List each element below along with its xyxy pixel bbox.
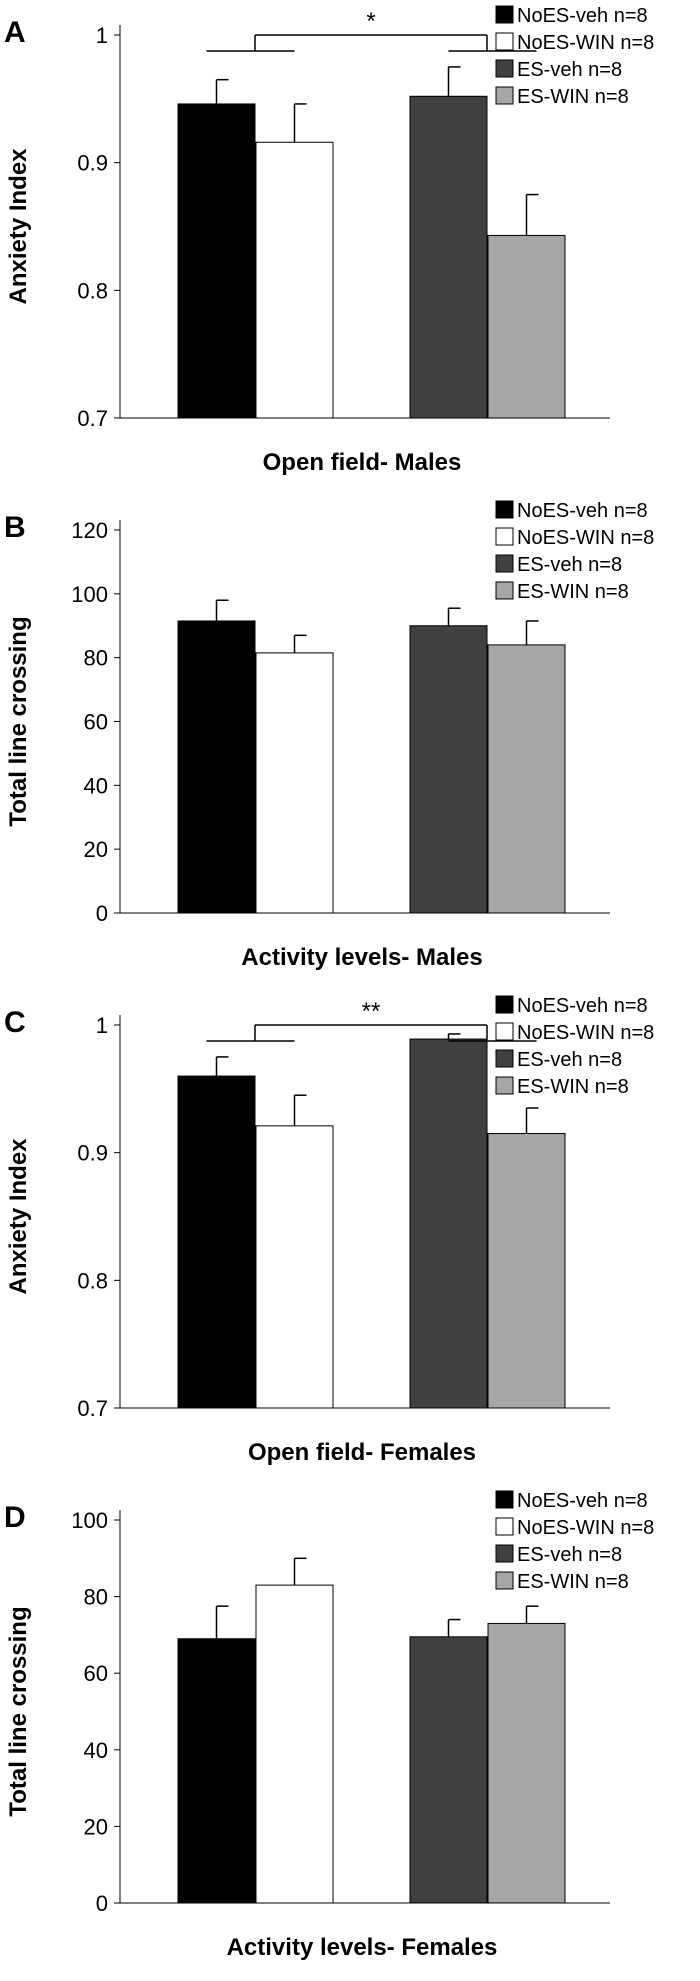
chart-a-y-tick-label: 0.9 (77, 151, 108, 176)
chart-d-legend-swatch-3 (495, 1544, 514, 1563)
chart-b-y-axis-title: Total line crossing (5, 616, 32, 826)
chart-a-bar-4 (487, 234, 566, 419)
chart-c-y-tick-label: 0.8 (77, 1268, 108, 1293)
chart-d-y-tick-label: 60 (84, 1661, 108, 1686)
chart-panel-b: B 0 20 40 60 80 100 120 Total line crossing Activ… (0, 495, 700, 985)
chart-a-y-tick-label: 0.8 (77, 278, 108, 303)
chart-d-bar-2 (255, 1584, 334, 1904)
chart-b-y-tick-label: 60 (84, 710, 108, 735)
chart-b-y-tick-label: 100 (71, 582, 108, 607)
chart-b-y-tick-label: 40 (84, 773, 108, 798)
chart-c-panel-letter: C (4, 1006, 26, 1039)
chart-c-bar-3 (409, 1038, 488, 1409)
chart-d-y-tick-label: 20 (84, 1814, 108, 1839)
chart-b-legend-swatch-2 (495, 527, 514, 546)
chart-a-legend-label-1: NoES-veh n=8 (517, 5, 648, 27)
chart-d-legend-label-3: ES-veh n=8 (517, 1544, 622, 1566)
chart-a-legend-swatch-1 (495, 5, 514, 24)
chart-c-legend-label-3: ES-veh n=8 (517, 1049, 622, 1071)
chart-panel-d: D 0 20 40 60 80 100 Total line crossing Activity… (0, 1485, 700, 1981)
chart-a-significance-label: * (366, 8, 375, 35)
chart-a-bar-1 (177, 103, 256, 419)
chart-c-svg: C 0.7 0.8 0.9 1 Anxiety Index Open field- Fema… (4, 995, 654, 1466)
chart-a-legend-label-4: ES-WIN n=8 (517, 86, 629, 108)
chart-a-x-axis-title: Open field- Males (263, 449, 462, 476)
chart-c-y-tick-label: 1 (96, 1013, 108, 1038)
chart-d-legend-swatch-2 (495, 1517, 514, 1536)
chart-d-svg: D 0 20 40 60 80 100 Total line crossing Activity… (4, 1490, 654, 1961)
chart-b-y-tick-label: 20 (84, 837, 108, 862)
chart-a-svg: A 0.7 0.8 0.9 1 Anxiety Index Open field- Male… (4, 5, 654, 476)
chart-b-bar-1 (177, 620, 256, 914)
chart-c-y-tick-label: 0.7 (77, 1396, 108, 1421)
chart-b-y-tick-label: 80 (84, 646, 108, 671)
chart-a-bar-2 (255, 141, 334, 419)
chart-d-legend-label-2: NoES-WIN n=8 (517, 1517, 654, 1539)
chart-b-legend-swatch-3 (495, 554, 514, 573)
chart-b-x-axis-title: Activity levels- Males (241, 944, 482, 971)
chart-b-legend-label-2: NoES-WIN n=8 (517, 527, 654, 549)
chart-d-bar-3 (409, 1636, 488, 1904)
chart-c-legend-label-1: NoES-veh n=8 (517, 995, 648, 1017)
chart-d-bar-1 (177, 1638, 256, 1904)
chart-d-y-axis-title: Total line crossing (5, 1606, 32, 1816)
chart-a-y-tick-label: 0.7 (77, 406, 108, 431)
chart-b-y-tick-label: 120 (71, 518, 108, 543)
chart-b-panel-letter: B (4, 511, 26, 544)
chart-a-panel-letter: A (4, 16, 26, 49)
chart-d-x-axis-title: Activity levels- Females (227, 1934, 498, 1961)
chart-a-legend-swatch-3 (495, 59, 514, 78)
chart-c-bar-2 (255, 1125, 334, 1409)
chart-b-svg: B 0 20 40 60 80 100 120 Total line crossing Activ… (4, 500, 654, 971)
chart-b-bar-3 (409, 625, 488, 914)
chart-c-y-tick-label: 0.9 (77, 1141, 108, 1166)
chart-d-y-tick-label: 40 (84, 1738, 108, 1763)
chart-panel-a: A 0.7 0.8 0.9 1 Anxiety Index Open field- Male… (0, 0, 700, 490)
chart-b-legend-label-1: NoES-veh n=8 (517, 500, 648, 522)
chart-b-legend-label-4: ES-WIN n=8 (517, 581, 629, 603)
chart-a-bar-3 (409, 95, 488, 419)
chart-c-legend-label-2: NoES-WIN n=8 (517, 1022, 654, 1044)
chart-b-bar-2 (255, 652, 334, 914)
chart-c-bar-1 (177, 1075, 256, 1409)
chart-b-bar-4 (487, 644, 566, 914)
chart-c-legend-swatch-2 (495, 1022, 514, 1041)
chart-d-legend-swatch-4 (495, 1571, 514, 1590)
chart-a-y-tick-label: 1 (96, 23, 108, 48)
chart-panel-c: C 0.7 0.8 0.9 1 Anxiety Index Open field- Fema… (0, 990, 700, 1480)
chart-d-panel-letter: D (4, 1501, 26, 1534)
chart-d-legend-label-1: NoES-veh n=8 (517, 1490, 648, 1512)
chart-c-legend-swatch-3 (495, 1049, 514, 1068)
chart-b-legend-swatch-1 (495, 500, 514, 519)
chart-a-legend-swatch-4 (495, 86, 514, 105)
chart-d-y-tick-label: 100 (71, 1508, 108, 1533)
chart-c-legend-swatch-1 (495, 995, 514, 1014)
chart-a-y-axis-title: Anxiety Index (5, 148, 32, 305)
chart-d-legend-swatch-1 (495, 1490, 514, 1509)
chart-c-y-axis-title: Anxiety Index (5, 1138, 32, 1295)
chart-d-bar-4 (487, 1622, 566, 1904)
chart-c-significance-label: ** (362, 998, 381, 1025)
chart-b-legend-label-3: ES-veh n=8 (517, 554, 622, 576)
chart-c-legend-swatch-4 (495, 1076, 514, 1095)
chart-b-legend-swatch-4 (495, 581, 514, 600)
chart-d-y-tick-label: 80 (84, 1585, 108, 1610)
chart-a-legend-label-2: NoES-WIN n=8 (517, 32, 654, 54)
chart-b-y-tick-label: 0 (96, 901, 108, 926)
chart-c-legend-label-4: ES-WIN n=8 (517, 1076, 629, 1098)
chart-c-bar-4 (487, 1133, 566, 1409)
chart-a-legend-label-3: ES-veh n=8 (517, 59, 622, 81)
chart-d-legend-label-4: ES-WIN n=8 (517, 1571, 629, 1593)
chart-a-legend-swatch-2 (495, 32, 514, 51)
chart-d-y-tick-label: 0 (96, 1891, 108, 1916)
chart-c-x-axis-title: Open field- Females (248, 1439, 476, 1466)
